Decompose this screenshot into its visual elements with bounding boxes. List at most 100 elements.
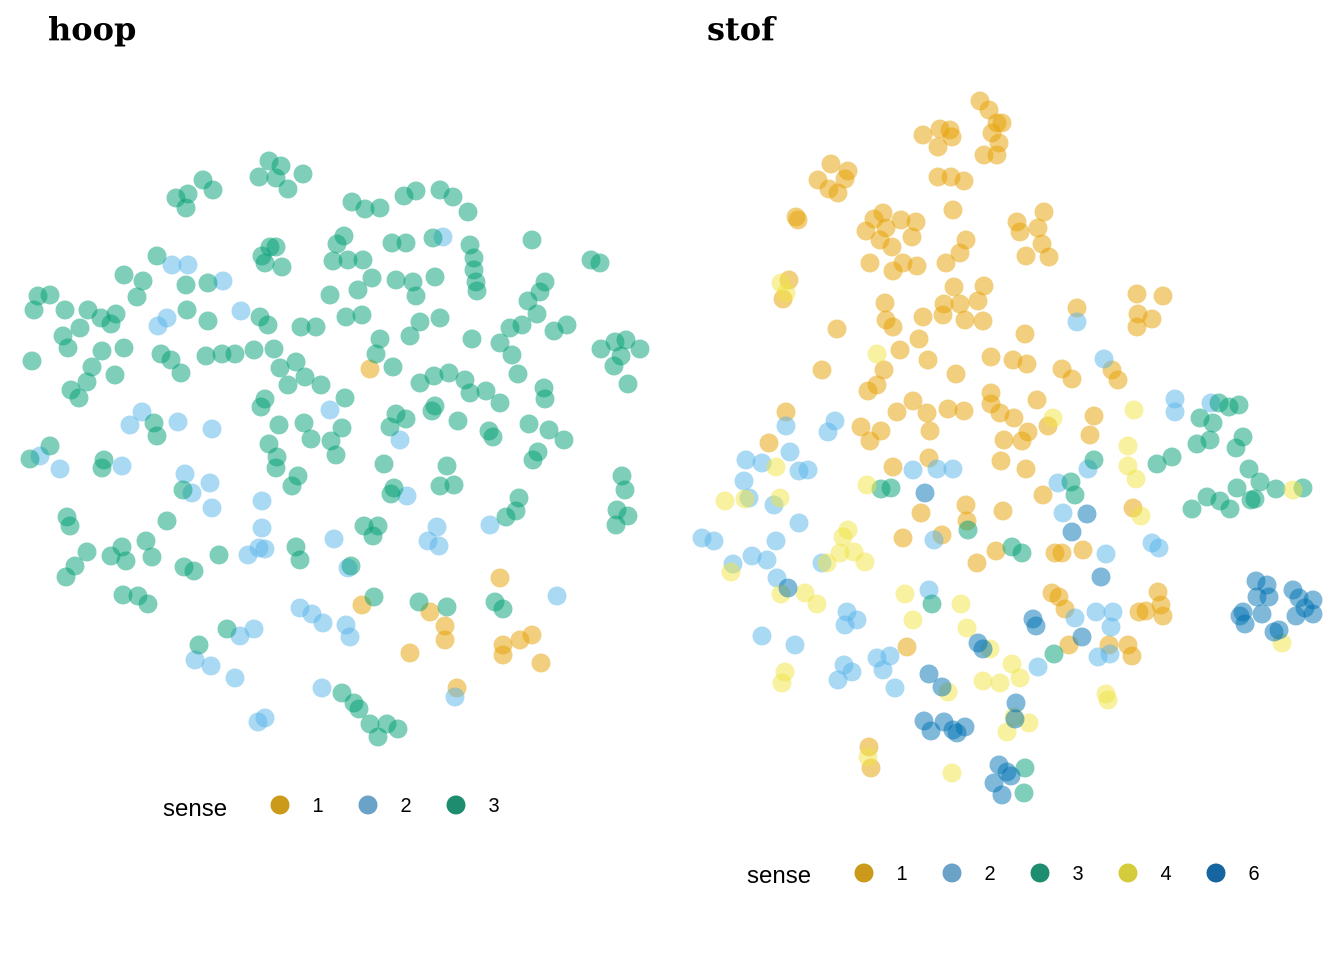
point-stof-sense-4-2: [766, 457, 786, 477]
point-hoop-sense-3-179: [173, 480, 193, 500]
point-hoop-sense-3-118: [366, 344, 386, 364]
point-stof-sense-2-17: [766, 531, 786, 551]
legend-title-hoop: sense: [163, 795, 227, 822]
point-stof-sense-1-70: [909, 329, 929, 349]
point-hoop-sense-3-88: [591, 339, 611, 359]
point-stof-sense-3-11: [1182, 499, 1202, 519]
point-stof-sense-6-3: [1091, 567, 1111, 587]
point-stof-sense-2-39: [1103, 602, 1123, 622]
point-hoop-sense-3-145: [380, 417, 400, 437]
point-stof-sense-1-136: [897, 637, 917, 657]
point-stof-sense-1-80: [812, 360, 832, 380]
point-stof-sense-1-50: [875, 293, 895, 313]
point-stof-sense-1-29: [860, 253, 880, 273]
point-stof-sense-1-82: [759, 433, 779, 453]
point-stof-sense-1-33: [906, 212, 926, 232]
point-hoop-sense-3-9: [278, 179, 298, 199]
point-stof-sense-2-49: [880, 646, 900, 666]
point-hoop-sense-3-150: [448, 411, 468, 431]
point-stof-sense-1-109: [1027, 390, 1047, 410]
point-stof-sense-2-37: [1086, 602, 1106, 622]
point-stof-sense-6-6: [1026, 616, 1046, 636]
point-stof-sense-1-73: [1003, 350, 1023, 370]
point-stof-sense-2-44: [785, 635, 805, 655]
point-stof-sense-6-34: [1006, 693, 1026, 713]
point-stof-sense-1-21: [835, 169, 855, 189]
point-stof-sense-1-6: [987, 145, 1007, 165]
point-hoop-sense-3-28: [338, 250, 358, 270]
point-hoop-sense-3-197: [496, 507, 516, 527]
point-stof-sense-4-35: [1098, 690, 1118, 710]
point-hoop-sense-3-129: [535, 389, 555, 409]
point-hoop-sense-3-46: [70, 318, 90, 338]
point-stof-sense-4-44: [772, 673, 792, 693]
point-stof-sense-4-19: [833, 527, 853, 547]
point-stof-sense-2-46: [842, 662, 862, 682]
point-stof-sense-4-24: [895, 584, 915, 604]
point-hoop-sense-2-3: [213, 271, 233, 291]
legend-key-stof-sense-3: [1030, 863, 1050, 883]
point-hoop-sense-3-151: [437, 456, 457, 476]
point-hoop-sense-2-7: [132, 402, 152, 422]
point-stof-sense-1-102: [1080, 425, 1100, 445]
point-hoop-sense-3-31: [396, 233, 416, 253]
point-hoop-sense-3-167: [60, 516, 80, 536]
point-hoop-sense-3-111: [286, 352, 306, 372]
legend-label-stof-sense-3: 3: [1072, 863, 1083, 885]
point-stof-sense-1-23: [788, 210, 808, 230]
point-stof-sense-2-8: [780, 442, 800, 462]
point-hoop-sense-3-165: [20, 449, 40, 469]
point-hoop-sense-3-85: [462, 329, 482, 349]
point-stof-sense-2-47: [828, 670, 848, 690]
point-stof-sense-3-9: [1162, 447, 1182, 467]
point-stof-sense-6-35: [1005, 709, 1025, 729]
point-stof-sense-1-118: [986, 541, 1006, 561]
point-stof-sense-6-26: [919, 664, 939, 684]
point-stof-sense-1-7: [992, 113, 1012, 133]
point-hoop-sense-3-98: [105, 365, 125, 385]
point-stof-sense-4-5: [770, 488, 790, 508]
point-hoop-sense-3-104: [171, 363, 191, 383]
legend-key-stof-sense-1: [854, 863, 874, 883]
point-hoop-sense-2-29: [324, 529, 344, 549]
point-stof-sense-1-81: [776, 402, 796, 422]
point-stof-sense-3-19: [1239, 459, 1259, 479]
point-hoop-sense-2-18: [252, 491, 272, 511]
point-stof-sense-2-53: [1065, 608, 1085, 628]
point-hoop-sense-1-5: [435, 630, 455, 650]
point-stof-sense-3-15: [1227, 478, 1247, 498]
point-stof-sense-2-34: [1096, 544, 1116, 564]
point-stof-sense-1-79: [858, 381, 878, 401]
point-hoop-sense-1-11: [531, 653, 551, 673]
point-stof-sense-6-24: [1303, 604, 1323, 624]
legend-label-hoop-sense-1: 1: [312, 795, 323, 817]
point-stof-sense-1-131: [1129, 602, 1149, 622]
point-hoop-sense-3-27: [323, 251, 343, 271]
point-stof-sense-1-115: [911, 503, 931, 523]
point-hoop-sense-3-152: [430, 476, 450, 496]
point-hoop-sense-3-8: [266, 168, 286, 188]
point-stof-sense-3-30: [922, 594, 942, 614]
point-hoop-sense-3-138: [147, 426, 167, 446]
point-hoop-sense-1-8: [493, 645, 513, 665]
point-stof-sense-4-29: [973, 671, 993, 691]
point-stof-sense-6-18: [1252, 604, 1272, 624]
point-stof-sense-6-4: [778, 578, 798, 598]
point-stof-sense-1-97: [1012, 431, 1032, 451]
point-stof-sense-1-134: [1122, 646, 1142, 666]
point-hoop-sense-3-18: [458, 202, 478, 222]
point-stof-sense-1-59: [968, 291, 988, 311]
point-hoop-sense-3-55: [177, 300, 197, 320]
point-hoop-sense-2-8: [120, 415, 140, 435]
point-hoop-sense-3-140: [294, 413, 314, 433]
point-hoop-sense-3-105: [212, 344, 232, 364]
point-hoop-sense-2-42: [225, 668, 245, 688]
point-hoop-sense-3-117: [335, 388, 355, 408]
point-hoop-sense-3-207: [349, 699, 369, 719]
point-hoop-sense-3-29: [353, 250, 373, 270]
point-hoop-sense-2-26: [427, 517, 447, 537]
point-stof-sense-1-126: [1073, 540, 1093, 560]
point-hoop-sense-3-109: [264, 339, 284, 359]
point-stof-sense-2-28: [903, 460, 923, 480]
